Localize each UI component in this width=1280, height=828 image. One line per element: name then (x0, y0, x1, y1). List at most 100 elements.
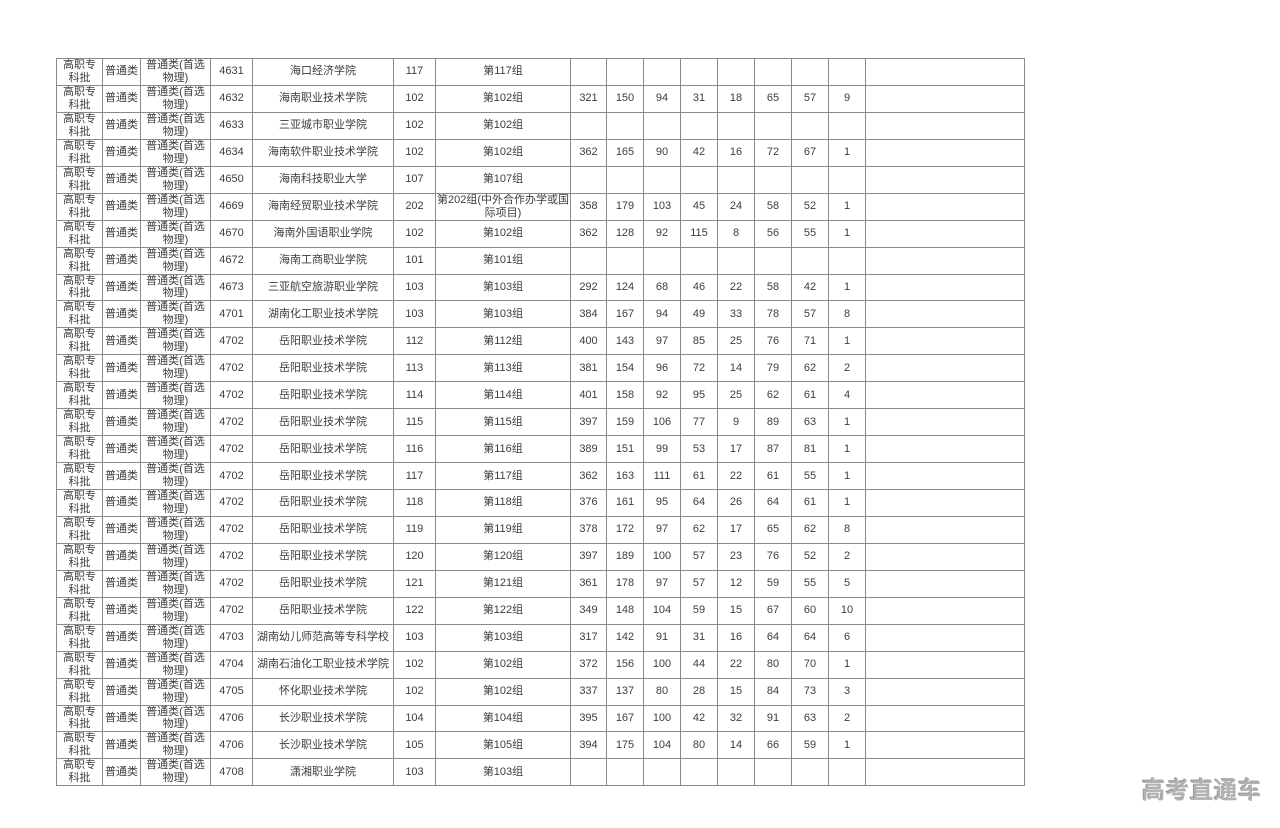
table-cell: 4 (828, 381, 866, 410)
table-cell: 普通类 (102, 354, 141, 383)
table-cell: 普通类 (102, 704, 141, 733)
table-cell (865, 300, 1025, 329)
table-cell: 394 (570, 731, 607, 760)
table-cell: 4702 (210, 542, 253, 571)
table-cell: 64 (754, 489, 792, 517)
table-cell (828, 246, 866, 275)
admission-table: 高职专科批 普通类 普通类(首选物理) 4631 海口经济学院 117 第117组 高职专科批… (56, 58, 1025, 787)
table-cell: 58 (754, 192, 792, 221)
table-row: 高职专科批 普通类 普通类(首选物理) 4670 海南外国语职业学院 102 第102组 36… (56, 219, 1025, 248)
table-cell: 高职专科批 (56, 408, 103, 437)
table-cell (570, 165, 607, 194)
table-cell: 9 (717, 408, 755, 437)
table-cell: 普通类 (102, 111, 141, 140)
table-cell: 72 (754, 138, 792, 167)
table-cell: 高职专科批 (56, 650, 103, 679)
table-row: 高职专科批 普通类 普通类(首选物理) 4702 岳阳职业技术学院 118 第118组 376… (56, 489, 1025, 517)
table-cell: 95 (643, 489, 681, 517)
table-cell: 58 (754, 273, 792, 302)
table-cell: 159 (606, 408, 644, 437)
table-cell: 179 (606, 192, 644, 221)
table-cell: 78 (754, 300, 792, 329)
table-cell: 61 (791, 381, 829, 410)
table-cell: 22 (717, 650, 755, 679)
table-cell: 90 (643, 138, 681, 167)
table-cell (717, 165, 755, 194)
table-cell (643, 165, 681, 194)
table-cell: 77 (680, 408, 718, 437)
table-cell: 60 (791, 596, 829, 625)
table-cell: 湖南石油化工职业技术学院 (252, 650, 394, 679)
table-cell: 118 (393, 489, 436, 517)
table-cell: 普通类 (102, 462, 141, 490)
table-cell: 115 (680, 219, 718, 248)
table-cell: 120 (393, 542, 436, 571)
table-cell: 第101组 (435, 246, 571, 275)
table-cell: 4702 (210, 515, 253, 544)
table-cell: 321 (570, 84, 607, 113)
table-cell: 116 (393, 435, 436, 464)
table-cell: 普通类(首选物理) (140, 596, 211, 625)
table-cell: 岳阳职业技术学院 (252, 489, 394, 517)
table-cell: 普通类 (102, 327, 141, 356)
table-cell (865, 704, 1025, 733)
table-cell: 59 (754, 569, 792, 598)
table-cell (828, 111, 866, 140)
table-cell: 第103组 (435, 623, 571, 652)
table-row: 高职专科批 普通类 普通类(首选物理) 4634 海南软件职业技术学院 102 第102组 3… (56, 138, 1025, 167)
table-cell: 64 (791, 623, 829, 652)
table-cell: 400 (570, 327, 607, 356)
table-cell (865, 569, 1025, 598)
table-cell: 61 (680, 462, 718, 490)
table-cell: 4706 (210, 731, 253, 760)
table-cell: 1 (828, 327, 866, 356)
table-cell (865, 758, 1025, 787)
table-cell (570, 246, 607, 275)
table-cell: 海南外国语职业学院 (252, 219, 394, 248)
table-cell: 普通类 (102, 192, 141, 221)
table-cell: 普通类 (102, 515, 141, 544)
table-row: 高职专科批 普通类 普通类(首选物理) 4706 长沙职业技术学院 105 第105组 394… (56, 731, 1025, 760)
table-cell: 25 (717, 381, 755, 410)
table-cell: 第103组 (435, 758, 571, 787)
table-cell: 18 (717, 84, 755, 113)
table-cell: 55 (791, 462, 829, 490)
table-cell: 117 (393, 462, 436, 490)
table-cell: 岳阳职业技术学院 (252, 542, 394, 571)
table-cell: 第122组 (435, 596, 571, 625)
table-cell: 1 (828, 650, 866, 679)
table-cell (865, 515, 1025, 544)
table-cell: 1 (828, 462, 866, 490)
table-cell (865, 273, 1025, 302)
table-cell: 53 (680, 435, 718, 464)
table-cell (717, 111, 755, 140)
table-cell (680, 111, 718, 140)
table-cell: 高职专科批 (56, 731, 103, 760)
table-cell: 1 (828, 489, 866, 517)
table-cell (865, 246, 1025, 275)
table-cell: 4669 (210, 192, 253, 221)
table-cell: 165 (606, 138, 644, 167)
table-cell: 59 (791, 731, 829, 760)
table-cell: 5 (828, 569, 866, 598)
table-cell: 高职专科批 (56, 515, 103, 544)
table-cell: 84 (754, 677, 792, 706)
table-cell: 第107组 (435, 165, 571, 194)
table-cell: 高职专科批 (56, 219, 103, 248)
table-cell: 4670 (210, 219, 253, 248)
table-row: 高职专科批 普通类 普通类(首选物理) 4702 岳阳职业技术学院 112 第112组 400… (56, 327, 1025, 356)
table-cell: 80 (754, 650, 792, 679)
table-cell: 112 (393, 327, 436, 356)
table-cell: 4702 (210, 569, 253, 598)
table-cell: 89 (754, 408, 792, 437)
table-cell: 高职专科批 (56, 165, 103, 194)
table-cell: 14 (717, 731, 755, 760)
table-cell: 114 (393, 381, 436, 410)
table-cell: 高职专科批 (56, 435, 103, 464)
table-cell (865, 435, 1025, 464)
table-cell (717, 58, 755, 86)
table-cell: 26 (717, 489, 755, 517)
table-cell: 第102组 (435, 84, 571, 113)
table-cell: 16 (717, 138, 755, 167)
table-cell: 158 (606, 381, 644, 410)
